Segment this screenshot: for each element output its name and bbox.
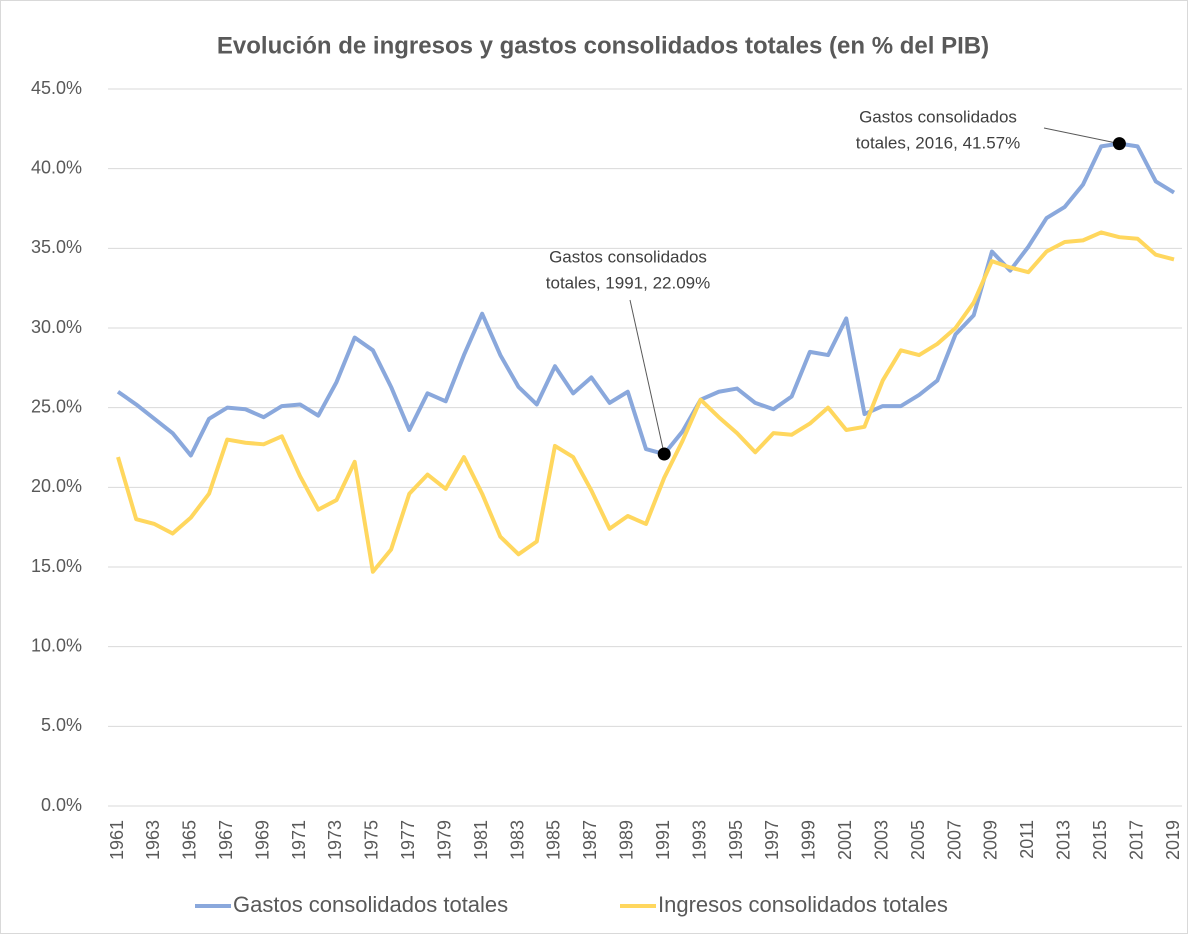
y-tick-label: 35.0% bbox=[31, 237, 82, 257]
x-tick-label: 1975 bbox=[362, 820, 382, 860]
x-tick-label: 1991 bbox=[653, 820, 673, 860]
x-tick-label: 1965 bbox=[180, 820, 200, 860]
y-tick-label: 0.0% bbox=[41, 795, 82, 815]
x-tick-label: 1963 bbox=[143, 820, 163, 860]
annotation-leader bbox=[629, 299, 665, 455]
y-tick-label: 5.0% bbox=[41, 715, 82, 735]
series-line bbox=[116, 230, 1175, 574]
x-tick-label: 1989 bbox=[617, 820, 637, 860]
x-tick-label: 1973 bbox=[325, 820, 345, 860]
y-tick-label: 45.0% bbox=[31, 78, 82, 98]
y-tick-label: 30.0% bbox=[31, 317, 82, 337]
x-tick-label: 1997 bbox=[762, 820, 782, 860]
x-tick-label: 1985 bbox=[544, 820, 564, 860]
x-tick-label: 2011 bbox=[1017, 820, 1037, 859]
x-tick-label: 1961 bbox=[107, 820, 127, 860]
x-tick-label: 1967 bbox=[216, 820, 236, 860]
x-tick-label: 1983 bbox=[507, 820, 527, 860]
x-tick-label: 2017 bbox=[1126, 820, 1146, 860]
x-tick-label: 1981 bbox=[471, 820, 491, 860]
y-tick-label: 25.0% bbox=[31, 396, 82, 416]
chart-title: Evolución de ingresos y gastos consolida… bbox=[217, 32, 989, 59]
annotation-point bbox=[657, 447, 671, 461]
annotation-text: totales, 2016, 41.57% bbox=[856, 133, 1020, 152]
y-tick-label: 10.0% bbox=[31, 635, 82, 655]
x-tick-label: 2019 bbox=[1163, 820, 1183, 860]
annotation-text: Gastos consolidados bbox=[859, 107, 1017, 126]
x-tick-label: 1999 bbox=[799, 820, 819, 860]
x-tick-label: 2007 bbox=[944, 820, 964, 860]
x-tick-label: 2013 bbox=[1054, 820, 1074, 860]
legend-label: Gastos consolidados totales bbox=[233, 892, 508, 917]
x-tick-label: 1977 bbox=[398, 820, 418, 860]
x-tick-label: 1979 bbox=[434, 820, 454, 860]
series-line bbox=[116, 141, 1176, 458]
x-tick-label: 2001 bbox=[835, 820, 855, 860]
y-tick-label: 40.0% bbox=[31, 157, 82, 177]
annotation-leader bbox=[1043, 127, 1120, 145]
x-tick-label: 1971 bbox=[289, 820, 309, 860]
x-tick-label: 1987 bbox=[580, 820, 600, 860]
x-tick-label: 2005 bbox=[908, 820, 928, 860]
annotation-text: totales, 1991, 22.09% bbox=[546, 273, 710, 292]
y-tick-label: 20.0% bbox=[31, 476, 82, 496]
x-tick-label: 1995 bbox=[726, 820, 746, 860]
x-tick-label: 1969 bbox=[252, 820, 272, 860]
legend-label: Ingresos consolidados totales bbox=[658, 892, 948, 917]
y-tick-label: 15.0% bbox=[31, 556, 82, 576]
x-tick-label: 2009 bbox=[981, 820, 1001, 860]
x-tick-label: 1993 bbox=[689, 820, 709, 860]
x-tick-label: 2015 bbox=[1090, 820, 1110, 860]
x-tick-label: 2003 bbox=[871, 820, 891, 860]
annotation-point bbox=[1112, 137, 1126, 151]
annotation-text: Gastos consolidados bbox=[549, 247, 707, 266]
